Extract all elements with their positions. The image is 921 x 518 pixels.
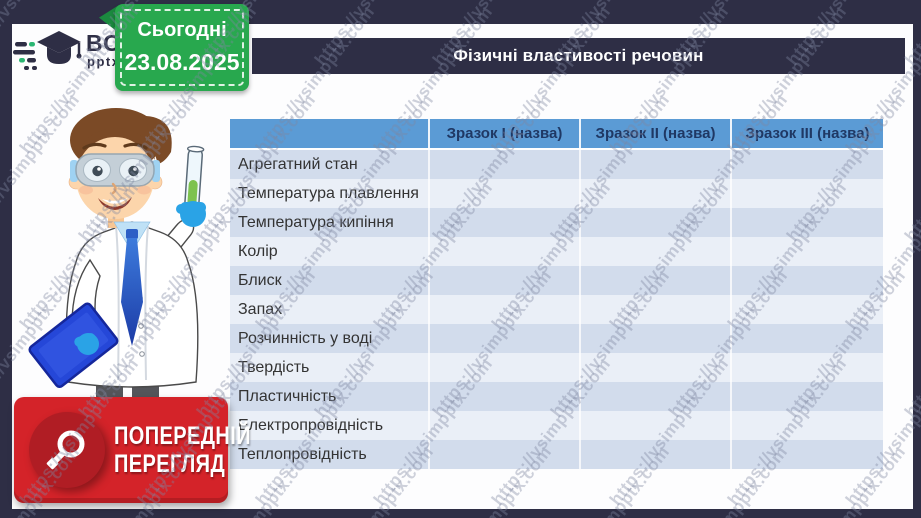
clipboard — [28, 302, 119, 388]
table-row: Запах — [230, 295, 883, 324]
cell-r1-c2 — [581, 150, 732, 179]
row-label: Температура плавлення — [230, 179, 430, 208]
cell-r2-c2 — [581, 179, 732, 208]
left-glove — [74, 333, 99, 355]
slide-title-bar: Фізичні властивості речовин — [252, 38, 905, 74]
frame-left-bar — [0, 0, 12, 518]
date-badge-label: Сьогодні — [137, 19, 227, 41]
cell-r10-c1 — [430, 411, 581, 440]
table-row: Розчинність у воді — [230, 324, 883, 353]
row-label: Колір — [230, 237, 430, 266]
slide-title: Фізичні властивості речовин — [453, 46, 704, 65]
cell-r6-c1 — [430, 295, 581, 324]
properties-table: Зразок I (назва) Зразок II (назва) Зразок … — [230, 119, 883, 469]
magnifier-icon — [46, 430, 85, 470]
cell-r4-c2 — [581, 237, 732, 266]
cell-r2-c3 — [732, 179, 883, 208]
table-header-col-3: Зразок III (назва) — [732, 119, 883, 148]
logo-sub: pptx — [87, 54, 121, 69]
cell-r5-c2 — [581, 266, 732, 295]
cell-r7-c3 — [732, 324, 883, 353]
cell-r3-c3 — [732, 208, 883, 237]
cell-r1-c1 — [430, 150, 581, 179]
cell-r11-c2 — [581, 440, 732, 469]
preview-badge-line1: ПОПЕРЕДНІЙ — [114, 422, 251, 450]
head — [68, 108, 172, 219]
mortarboard — [37, 31, 82, 64]
cell-r3-c2 — [581, 208, 732, 237]
cell-r6-c3 — [732, 295, 883, 324]
cell-r4-c1 — [430, 237, 581, 266]
table-row: Твердість — [230, 353, 883, 382]
preview-badge: ПОПЕРЕДНІЙ ПЕРЕГЛЯД — [14, 397, 251, 503]
row-label: Пластичність — [230, 382, 430, 411]
cell-r6-c2 — [581, 295, 732, 324]
cell-r8-c1 — [430, 353, 581, 382]
cell-r9-c2 — [581, 382, 732, 411]
scientist-illustration — [28, 108, 206, 424]
date-badge: Сьогодні 23.08.2025 — [115, 4, 249, 91]
table-row: Блиск — [230, 266, 883, 295]
cell-r9-c1 — [430, 382, 581, 411]
row-label: Температура кипіння — [230, 208, 430, 237]
cell-r9-c3 — [732, 382, 883, 411]
cell-r8-c3 — [732, 353, 883, 382]
preview-badge-circle — [29, 412, 105, 488]
table-row: Температура кипіння — [230, 208, 883, 237]
cell-r3-c1 — [430, 208, 581, 237]
table-header-col-2: Зразок II (назва) — [581, 119, 732, 148]
frame-bottom-band — [0, 509, 921, 518]
right-glove — [176, 201, 206, 227]
preview-badge-line2: ПЕРЕГЛЯД — [114, 450, 226, 478]
table-header-row: Зразок I (назва) Зразок II (назва) Зразок … — [230, 119, 883, 150]
cell-r5-c1 — [430, 266, 581, 295]
cell-r5-c3 — [732, 266, 883, 295]
tie — [121, 229, 143, 346]
table-body: Агрегатний стан Температура плавлення Темп… — [230, 150, 883, 469]
cell-r8-c2 — [581, 353, 732, 382]
row-label: Теплопровідність — [230, 440, 430, 469]
frame-right-bar — [913, 0, 921, 518]
table-row: Температура плавлення — [230, 179, 883, 208]
table-row: Теплопровідність — [230, 440, 883, 469]
cell-r10-c2 — [581, 411, 732, 440]
preview-badge-text: ПОПЕРЕДНІЙ ПЕРЕГЛЯД — [114, 422, 251, 478]
cell-r1-c3 — [732, 150, 883, 179]
cell-r7-c1 — [430, 324, 581, 353]
cell-r10-c3 — [732, 411, 883, 440]
table-header-col-1: Зразок I (назва) — [430, 119, 581, 148]
row-label: Блиск — [230, 266, 430, 295]
table-header-corner — [230, 119, 430, 148]
date-badge-date: 23.08.2025 — [124, 49, 240, 75]
row-label: Твердість — [230, 353, 430, 382]
cell-r11-c3 — [732, 440, 883, 469]
table-row: Колір — [230, 237, 883, 266]
table-row: Пластичність — [230, 382, 883, 411]
row-label: Електропровідність — [230, 411, 430, 440]
table-row: Електропровідність — [230, 411, 883, 440]
cell-r11-c1 — [430, 440, 581, 469]
cell-r7-c2 — [581, 324, 732, 353]
graduation-cap-icon — [13, 31, 82, 70]
row-label: Розчинність у воді — [230, 324, 430, 353]
row-label: Запах — [230, 295, 430, 324]
row-label: Агрегатний стан — [230, 150, 430, 179]
table-row: Агрегатний стан — [230, 150, 883, 179]
cell-r4-c3 — [732, 237, 883, 266]
cell-r2-c1 — [430, 179, 581, 208]
safety-goggles — [70, 153, 160, 187]
